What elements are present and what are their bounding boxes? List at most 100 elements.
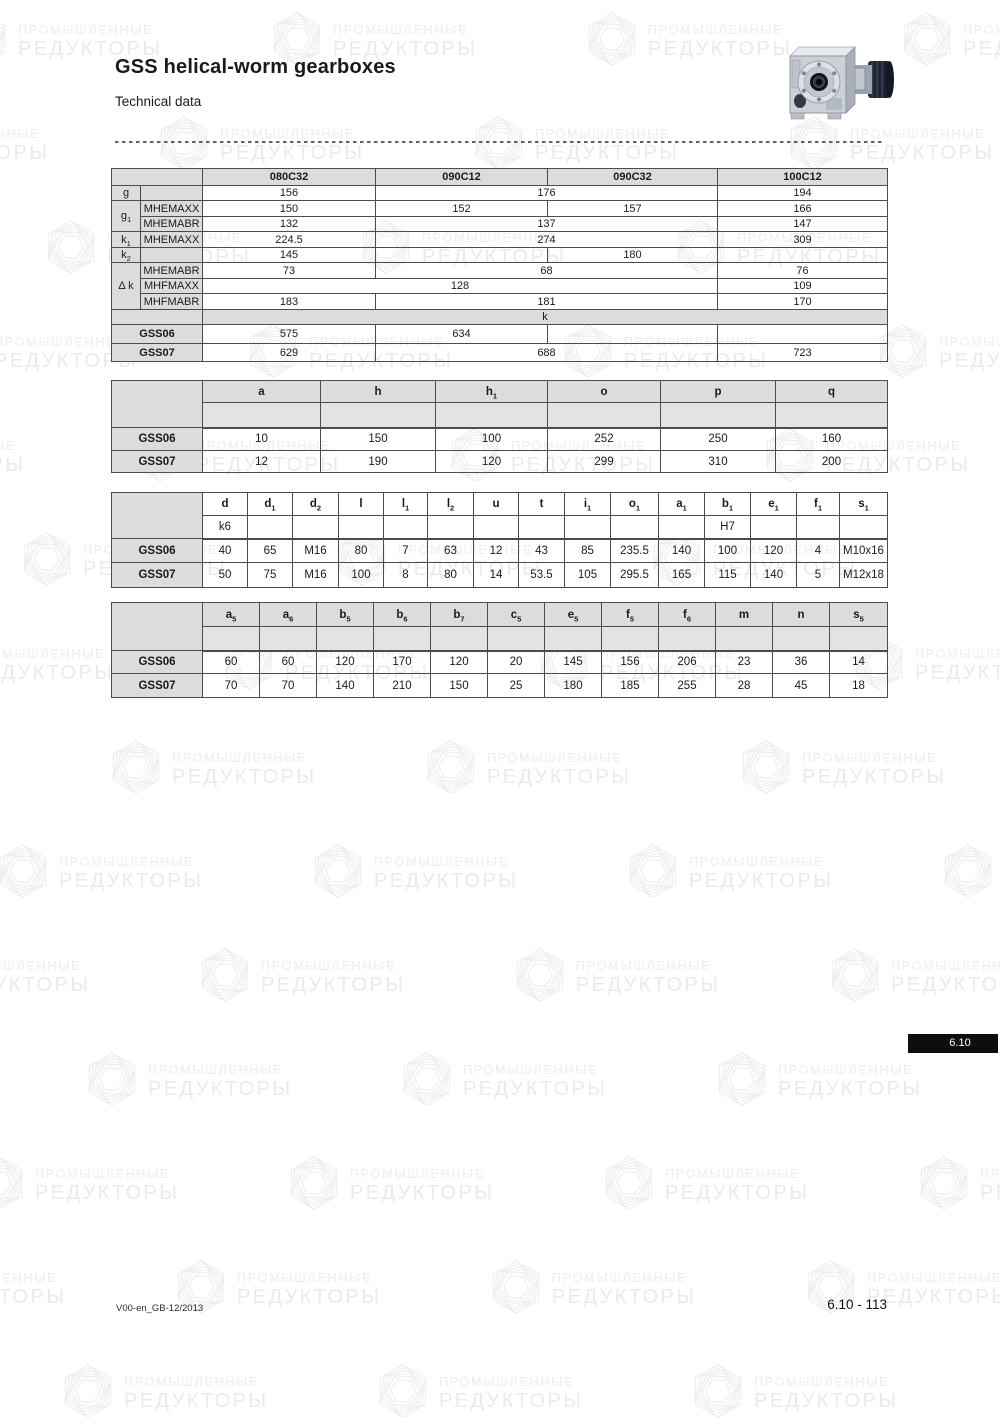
column-header-cell: 080C32 <box>202 168 376 186</box>
value-cell <box>375 247 548 263</box>
tolerance-class-cell <box>658 515 705 540</box>
tolerance-class-cell <box>338 515 384 540</box>
gearbox-product-image <box>789 46 894 120</box>
value-cell: 181 <box>375 293 718 310</box>
row-sublabel-cell: MHEMABR <box>140 262 203 279</box>
row-label-cell: k2 <box>111 247 141 263</box>
value-cell: 634 <box>375 324 548 344</box>
value-cell: 5 <box>796 562 840 588</box>
value-cell: 299 <box>547 450 661 473</box>
row-sublabel-cell <box>140 247 203 263</box>
value-cell: 20 <box>487 650 545 674</box>
value-cell: 73 <box>202 262 376 279</box>
value-cell: 156 <box>601 650 659 674</box>
column-header-cell: b7 <box>430 602 488 627</box>
value-cell: 28 <box>715 673 773 698</box>
value-cell: 36 <box>772 650 830 674</box>
value-cell: 115 <box>704 562 751 588</box>
value-cell: 200 <box>775 450 888 473</box>
value-cell: 14 <box>829 650 888 674</box>
value-cell: 43 <box>518 538 565 563</box>
value-cell: 7 <box>383 538 428 563</box>
value-cell: 165 <box>658 562 705 588</box>
column-header-cell: a1 <box>658 492 705 516</box>
row-header-cell: GSS07 <box>111 343 203 362</box>
page-subtitle: Technical data <box>115 94 202 109</box>
value-cell: 85 <box>564 538 611 563</box>
value-cell: 65 <box>247 538 293 563</box>
column-header-cell: l <box>338 492 384 516</box>
column-header-cell: f1 <box>796 492 840 516</box>
value-cell: 152 <box>375 200 548 217</box>
row-label-cell: k1 <box>111 231 141 248</box>
header-spacer-cell <box>320 402 436 429</box>
column-header-cell: b1 <box>704 492 751 516</box>
value-cell: 194 <box>717 185 888 201</box>
row-header-cell: GSS06 <box>111 650 203 674</box>
value-cell <box>717 324 888 344</box>
footer-page-number: 6.10 - 113 <box>827 1297 887 1312</box>
value-cell: 18 <box>829 673 888 698</box>
value-cell: 120 <box>430 650 488 674</box>
column-header-cell: a <box>202 380 321 403</box>
row-header-cell: GSS07 <box>111 562 203 588</box>
row-sublabel-cell: MHEMABR <box>140 216 203 232</box>
column-header-cell: d2 <box>292 492 339 516</box>
value-cell: 8 <box>383 562 428 588</box>
table-foot-mounting-dimensions: a5 a6 b5 b6 b7 c5 e5 f5 f6 m n s5 GSS06 60 60 120 170 120… <box>111 602 888 698</box>
column-header-cell: 100C12 <box>717 168 888 186</box>
column-header-cell: h <box>320 380 436 403</box>
table-output-shaft-dimensions: d d1 d2 l l1 l2 u t i1 o1 a1 b1 e1 f1 s1 k6 H7 GSS06 40 65 M… <box>111 492 888 588</box>
footer-doc-code: V00-en_GB-12/2013 <box>116 1303 204 1314</box>
header-spacer-cell <box>487 626 545 652</box>
value-cell: 145 <box>544 650 602 674</box>
header-spacer-cell <box>715 626 773 652</box>
column-header-cell: e1 <box>750 492 797 516</box>
value-cell: 60 <box>202 650 260 674</box>
row-header-cell: GSS07 <box>111 450 203 473</box>
column-header-cell: l1 <box>383 492 428 516</box>
value-cell: 128 <box>202 278 718 294</box>
row-header-cell <box>111 492 203 539</box>
value-cell: 629 <box>202 343 376 362</box>
header-spacer-cell <box>772 626 830 652</box>
value-cell: 235.5 <box>610 538 659 563</box>
column-header-cell: n <box>772 602 830 627</box>
row-sublabel-cell: MHEMAXX <box>140 200 203 217</box>
column-header-cell: 090C12 <box>375 168 548 186</box>
value-cell: 206 <box>658 650 716 674</box>
value-cell: 120 <box>435 450 548 473</box>
column-header-cell: b5 <box>316 602 374 627</box>
value-cell: 145 <box>202 247 376 263</box>
value-cell: 309 <box>717 231 888 248</box>
band-header-cell <box>111 309 203 325</box>
value-cell: 156 <box>202 185 376 201</box>
tolerance-class-cell <box>796 515 840 540</box>
tolerance-class-cell <box>292 515 339 540</box>
row-header-cell: GSS07 <box>111 673 203 698</box>
value-cell: 100 <box>338 562 384 588</box>
row-header-cell <box>111 602 203 651</box>
tolerance-class-cell <box>610 515 659 540</box>
column-header-cell: q <box>775 380 888 403</box>
value-cell: 252 <box>547 427 661 451</box>
section-tab: 6.10 <box>908 1034 998 1053</box>
header-spacer-cell <box>259 626 317 652</box>
column-header-cell: i1 <box>564 492 611 516</box>
header-spacer-cell <box>202 402 321 429</box>
tolerance-class-cell <box>839 515 888 540</box>
column-header-cell: e5 <box>544 602 602 627</box>
header-spacer-cell <box>316 626 374 652</box>
table-mounting-dimensions: 080C32 090C12 090C32 100C12 g 156 176 194 g1 MHEM… <box>111 168 888 362</box>
header-spacer-cell <box>829 626 888 652</box>
row-header-cell <box>111 380 203 428</box>
value-cell: 23 <box>715 650 773 674</box>
value-cell: 255 <box>658 673 716 698</box>
value-cell: 137 <box>375 216 718 232</box>
column-header-cell: s5 <box>829 602 888 627</box>
tolerance-class-cell: H7 <box>704 515 751 540</box>
row-header-cell: GSS06 <box>111 427 203 451</box>
value-cell: M12x18 <box>839 562 888 588</box>
column-header-cell: s1 <box>839 492 888 516</box>
column-header-cell: l2 <box>427 492 474 516</box>
